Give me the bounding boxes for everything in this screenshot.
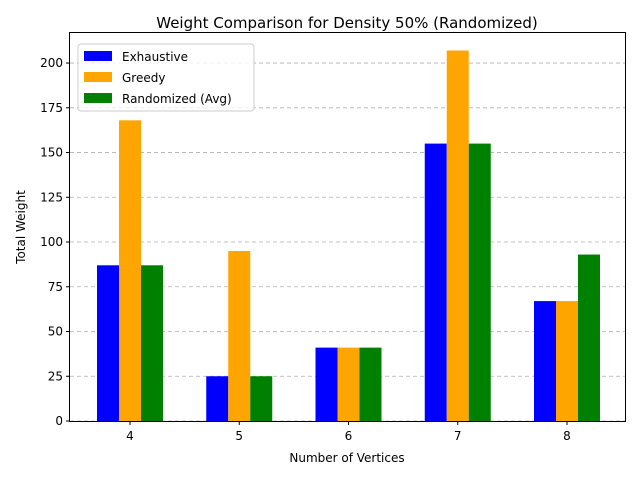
x-tick-label: 5 — [235, 429, 243, 443]
bar-exhaustive-8 — [534, 301, 556, 421]
y-tick-label: 175 — [40, 101, 63, 115]
bar-randomized-avg-6 — [359, 347, 382, 421]
x-axis-ticks: 4 5 6 7 8 — [126, 421, 571, 443]
legend-swatch — [84, 72, 112, 82]
bar-exhaustive-5 — [206, 376, 229, 421]
bar-greedy-6 — [337, 347, 360, 421]
y-axis-ticks: 0 25 50 75 100 125 150 175 200 — [40, 56, 70, 428]
chart-title: Weight Comparison for Density 50% (Rando… — [156, 14, 538, 32]
bar-randomized-avg-7 — [468, 143, 491, 422]
bar-randomized-avg-5 — [250, 376, 273, 421]
y-axis-label: Total Weight — [14, 190, 28, 265]
bars — [97, 50, 600, 422]
x-tick-label: 7 — [454, 429, 462, 443]
legend-label: Greedy — [122, 71, 165, 85]
x-tick-label: 4 — [126, 429, 134, 443]
legend-label: Randomized (Avg) — [122, 92, 232, 106]
bar-randomized-avg-8 — [578, 254, 600, 421]
bar-greedy-5 — [228, 250, 251, 421]
bar-randomized-avg-4 — [141, 265, 163, 421]
y-tick-label: 75 — [48, 280, 63, 294]
x-tick-label: 8 — [563, 429, 571, 443]
legend: Exhaustive Greedy Randomized (Avg) — [77, 43, 255, 112]
y-tick-label: 100 — [40, 235, 63, 249]
bar-greedy-4 — [119, 120, 141, 421]
y-tick-label: 125 — [40, 190, 63, 204]
y-tick-label: 0 — [55, 414, 63, 428]
bar-greedy-7 — [446, 50, 469, 422]
legend-swatch — [84, 51, 112, 61]
legend-frame — [77, 43, 255, 112]
plot-area-frame — [69, 32, 626, 422]
y-tick-label: 200 — [40, 56, 63, 70]
x-tick-label: 6 — [345, 429, 353, 443]
y-tick-label: 25 — [48, 369, 63, 383]
bar-greedy-8 — [556, 301, 578, 421]
x-axis-label: Number of Vertices — [289, 451, 404, 465]
bar-exhaustive-7 — [424, 143, 447, 422]
bar-exhaustive-4 — [97, 265, 119, 421]
y-tick-label: 150 — [40, 146, 63, 160]
legend-swatch — [84, 93, 112, 103]
y-tick-label: 50 — [48, 325, 63, 339]
bar-exhaustive-6 — [315, 347, 338, 421]
legend-label: Exhaustive — [122, 50, 188, 64]
